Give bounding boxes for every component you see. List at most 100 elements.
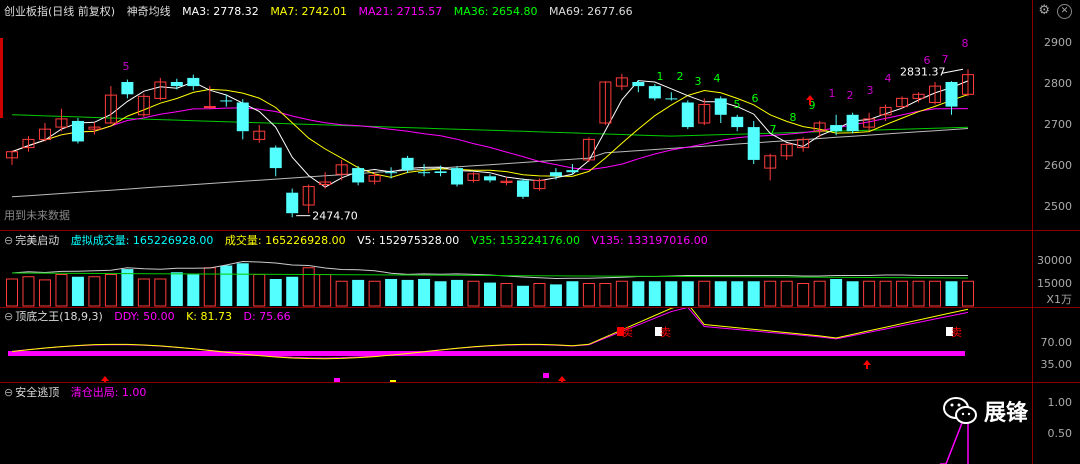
volume-bar — [253, 274, 266, 307]
signal-dot — [543, 373, 549, 378]
index-title[interactable]: 创业板指(日线 前复权) — [4, 5, 116, 18]
volume-bar — [335, 280, 348, 307]
candle-body — [830, 125, 843, 132]
count-label: 9 — [809, 99, 816, 112]
y-tick-2700: 2700 — [1044, 118, 1072, 131]
volume-bar — [368, 280, 381, 307]
volume-bar — [137, 278, 150, 307]
volume-bar — [830, 279, 843, 306]
count-label: 3 — [695, 75, 702, 88]
escape-title[interactable]: 安全逃顶 — [15, 386, 60, 399]
candle-body — [714, 98, 727, 115]
candle-body — [302, 186, 315, 206]
candle-body — [747, 127, 760, 160]
divider-2 — [0, 307, 1080, 308]
volume-bar — [912, 280, 925, 307]
ma7-line — [11, 88, 969, 178]
candle-body — [368, 174, 381, 182]
candle-body — [665, 98, 678, 100]
candle-body — [780, 143, 793, 157]
ma69-value: MA69: 2677.66 — [548, 5, 633, 18]
volume-bar — [896, 280, 909, 307]
volume-bar — [533, 283, 546, 307]
d-line — [11, 308, 969, 359]
volume-bar — [434, 281, 447, 306]
volume-bar — [6, 278, 18, 307]
sell-marker — [946, 327, 953, 336]
circle-icon: ⊖ — [4, 386, 14, 399]
main-header: 创业板指(日线 前复权) 神奇均线 MA3: 2778.32 MA7: 2742… — [4, 5, 641, 19]
candle-body — [170, 82, 183, 87]
v135-value: V135: 133197016.00 — [591, 234, 708, 247]
candle-body — [582, 138, 595, 161]
candle-body — [467, 173, 480, 181]
divider-1 — [0, 230, 1080, 231]
volume-chart[interactable] — [0, 231, 1032, 307]
virtual-volume: 虚拟成交量: 165226928.00 — [70, 234, 214, 247]
volume-bar — [484, 282, 496, 306]
v35-line — [11, 272, 969, 279]
count-label: 1 — [657, 70, 664, 83]
candle-body — [88, 126, 101, 130]
candle-body — [418, 172, 431, 174]
volume-bar — [731, 281, 744, 306]
candle-body — [319, 181, 332, 185]
close-icon[interactable]: ✕ — [1057, 4, 1072, 19]
candle-body — [187, 77, 200, 87]
ddy-baseline — [8, 351, 965, 356]
volume-bar — [352, 279, 365, 306]
escape-tick-05: 0.50 — [1047, 427, 1073, 440]
volume-bar — [236, 263, 249, 306]
volume-bar — [615, 280, 628, 307]
candle-body — [385, 172, 398, 174]
volume-bar — [38, 279, 51, 307]
kdj-tick-35: 35.00 — [1040, 358, 1073, 371]
up-arrow-icon — [806, 95, 814, 105]
volume-title[interactable]: 完美启动 — [15, 234, 60, 247]
candle-body — [335, 164, 348, 175]
candle-body — [253, 130, 266, 140]
y-tick-2800: 2800 — [1044, 77, 1072, 90]
candle-body — [203, 106, 216, 109]
volume-bar — [401, 279, 414, 306]
candle-body — [879, 106, 892, 116]
vol-tick-15000: 15000 — [1037, 277, 1072, 290]
brand-watermark: 展锋 — [942, 395, 1028, 427]
indicator-name[interactable]: 神奇均线 — [126, 5, 171, 18]
kdj-tick-70: 70.00 — [1040, 336, 1073, 349]
candle-body — [104, 94, 117, 124]
candle-body — [22, 138, 35, 149]
volume-bar — [599, 283, 612, 307]
volume-bar — [451, 279, 464, 306]
y-tick-2500: 2500 — [1044, 200, 1072, 213]
volume-bar — [121, 269, 134, 306]
candle-body — [269, 147, 282, 169]
ma69-line — [11, 128, 969, 198]
candle-body — [6, 151, 18, 159]
buy-arrow-icon — [558, 376, 566, 382]
count-label: 1 — [829, 87, 836, 100]
escape-chart[interactable] — [0, 383, 1032, 464]
candle-body — [38, 128, 51, 140]
candle-body — [55, 118, 68, 128]
gear-icon[interactable]: ⚙ — [1038, 3, 1050, 18]
ma3-value: MA3: 2778.32 — [182, 5, 259, 18]
kdj-chart[interactable]: 卖卖卖 — [0, 308, 1032, 382]
brand-name: 展锋 — [984, 401, 1029, 426]
candle-body — [236, 102, 249, 132]
volume-bar — [154, 278, 167, 307]
volume-value: 成交量: 165226928.00 — [224, 234, 346, 247]
volume-bar — [88, 276, 101, 307]
candle-body — [220, 100, 233, 102]
count-label: 6 — [924, 54, 931, 67]
volume-bar — [566, 281, 579, 306]
candle-body — [764, 155, 777, 169]
volume-bar — [385, 279, 398, 306]
kdj-title[interactable]: 顶底之王(18,9,3) — [15, 310, 103, 323]
candle-body — [566, 170, 579, 173]
count-label: 4 — [714, 72, 721, 85]
vol-tick-30000: 30000 — [1037, 254, 1072, 267]
ddy-value: DDY: 50.00 — [114, 310, 175, 323]
volume-bar — [220, 265, 233, 306]
